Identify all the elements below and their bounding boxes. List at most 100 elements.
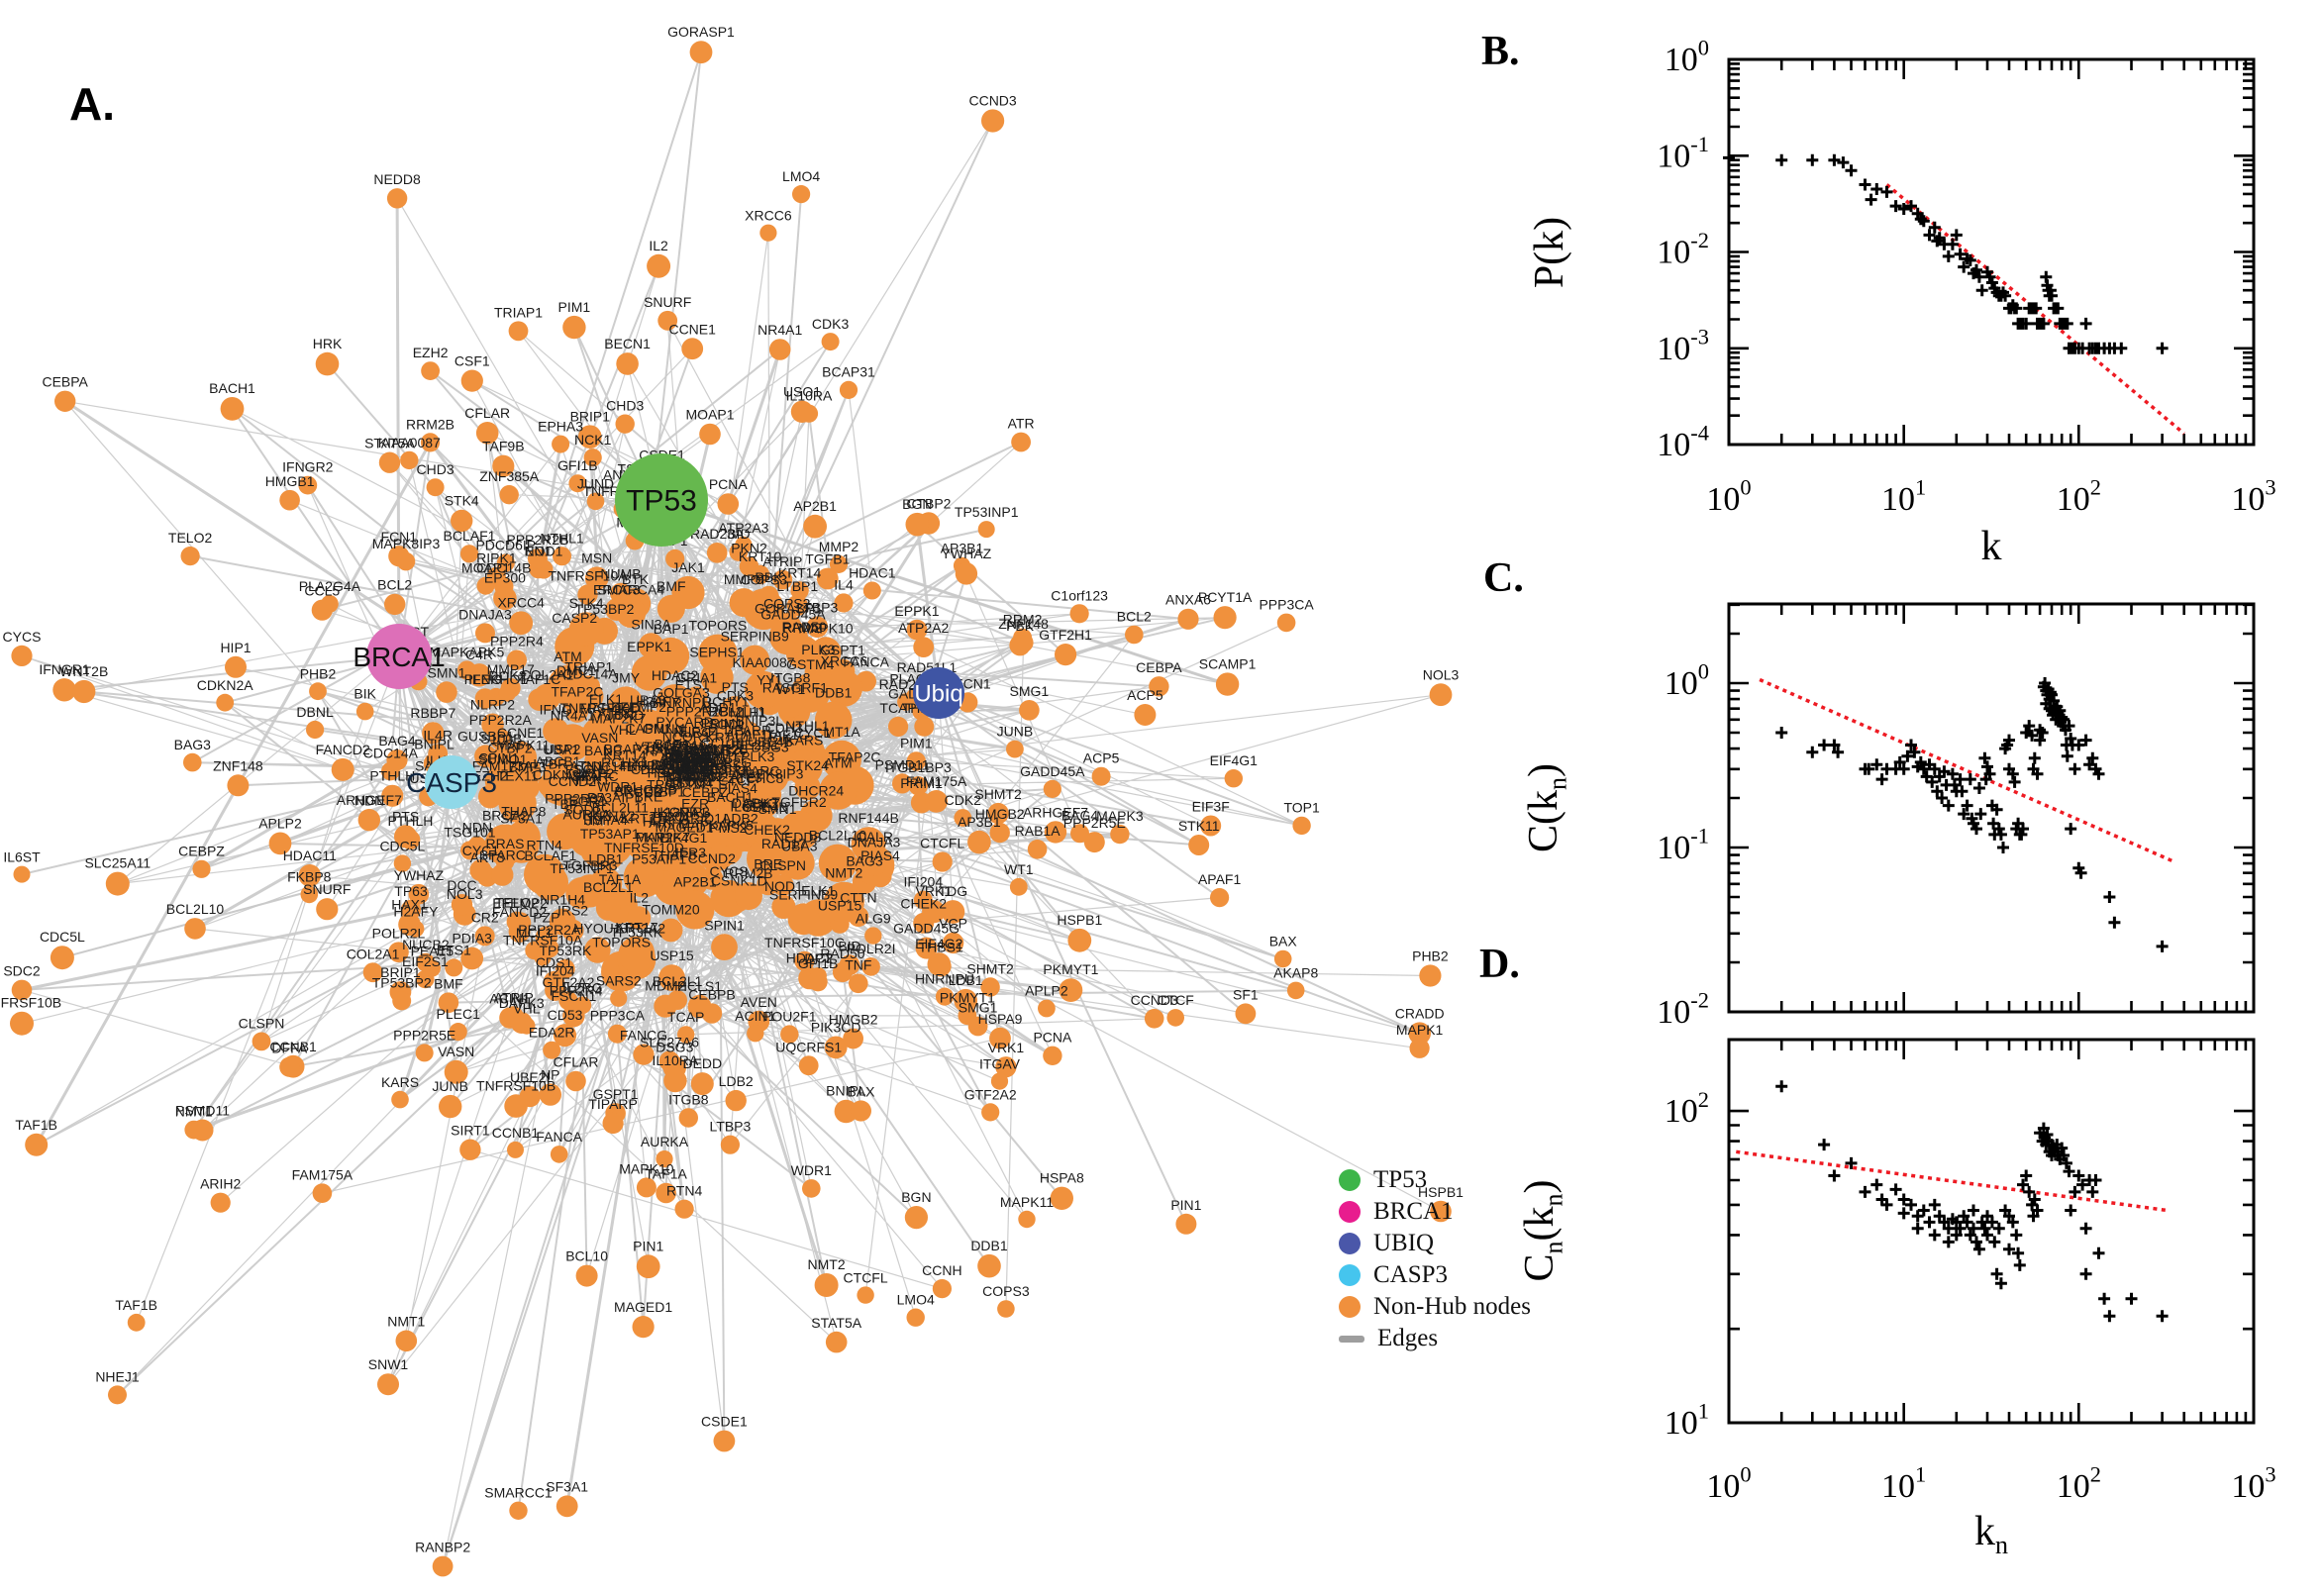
svg-text:CLSPN: CLSPN [239,1016,285,1032]
svg-text:SNURF: SNURF [644,294,691,310]
svg-text:BACH1: BACH1 [209,380,255,396]
svg-text:BCL2L1: BCL2L1 [583,879,634,895]
svg-text:CDC14A: CDC14A [562,666,618,682]
svg-text:BAP1: BAP1 [654,621,689,637]
svg-text:CSF1: CSF1 [454,353,490,369]
svg-text:CDC5L: CDC5L [40,929,85,945]
svg-text:ALG9: ALG9 [856,910,891,926]
svg-text:UBE2I: UBE2I [510,1069,550,1085]
svg-text:NHEJ1: NHEJ1 [95,1368,140,1384]
plot-frame [1727,57,2256,447]
svg-text:BIK: BIK [354,686,376,702]
panel-d-ylabel: Cn(kn) [1517,1179,1567,1281]
svg-text:IFNG: IFNG [540,701,572,717]
svg-text:SOD1: SOD1 [563,801,601,817]
svg-text:POLR2I: POLR2I [694,742,744,757]
svg-text:GSTM4: GSTM4 [786,656,834,672]
svg-text:IL6ST: IL6ST [730,798,767,814]
legend-item-edges: Edges [1339,1325,1531,1351]
svg-text:LTBP3: LTBP3 [710,1119,752,1135]
svg-text:RBBP7: RBBP7 [410,705,455,721]
svg-text:HDAC1: HDAC1 [849,565,896,581]
svg-text:PCYT1A: PCYT1A [1198,589,1253,605]
svg-text:UBE2N: UBE2N [664,748,711,764]
svg-text:HMGB2: HMGB2 [829,1012,878,1028]
svg-text:CDS1: CDS1 [661,738,699,753]
svg-text:RAB1A: RAB1A [669,743,716,758]
svg-text:XRCC6: XRCC6 [745,208,792,224]
svg-text:RANBP2: RANBP2 [645,744,700,759]
svg-text:PTHLH: PTHLH [387,813,433,829]
svg-text:MAPKAPK5: MAPKAPK5 [430,645,505,660]
svg-text:CRADD: CRADD [668,768,718,784]
svg-text:AP3B1: AP3B1 [958,814,1001,830]
svg-text:BCLAF1: BCLAF1 [444,528,496,544]
svg-text:MAPK8IP3: MAPK8IP3 [372,536,441,551]
svg-text:TELO2: TELO2 [168,530,213,546]
svg-text:MT1A: MT1A [823,724,860,740]
svg-text:FANCA: FANCA [843,654,889,670]
svg-text:APLP2: APLP2 [258,816,302,832]
panel-b-plot: 100 10-1 10-2 10-3 10-4 100 101 102 103 P(k) k [1527,36,2276,569]
svg-text:VRK1: VRK1 [916,883,953,899]
svg-text:FKBP8: FKBP8 [287,869,332,885]
svg-text:TAF1B: TAF1B [15,1117,57,1133]
svg-text:GSPT1: GSPT1 [593,1086,639,1102]
svg-text:HSPA4: HSPA4 [583,812,628,828]
svg-text:POU2F1: POU2F1 [762,1008,817,1024]
svg-text:KRT10: KRT10 [705,729,749,745]
panel-b-ylabel: P(k) [1527,217,1572,288]
tick-label-10e-1: 10-1 [1657,132,1709,174]
svg-text:ARHGDIB: ARHGDIB [614,781,677,797]
svg-text:MAGED1: MAGED1 [655,819,713,835]
svg-text:GADD45G: GADD45G [893,921,960,937]
panel-b-label: B. [1481,29,1520,74]
svg-text:DFFA: DFFA [271,1041,307,1056]
svg-text:DCC: DCC [447,877,476,893]
svg-text:RAB1A: RAB1A [1015,823,1061,839]
svg-text:NEDD8: NEDD8 [373,171,421,187]
svg-text:PPP2R2A: PPP2R2A [518,922,581,938]
svg-text:IL13RA1: IL13RA1 [654,804,708,820]
svg-text:CDK3: CDK3 [812,316,850,332]
svg-text:CDC14B: CDC14B [476,560,531,576]
svg-text:COPS2: COPS2 [664,808,712,824]
svg-text:ACIN1: ACIN1 [489,990,530,1006]
svg-text:DSG3: DSG3 [656,1040,693,1055]
svg-text:HNRNPU: HNRNPU [915,971,974,987]
svg-text:TDG: TDG [939,883,968,899]
svg-text:BACH1: BACH1 [707,789,754,805]
legend-label: Non-Hub nodes [1373,1292,1532,1320]
node-color-dot-icon [1339,1168,1361,1191]
svg-text:RAD23A: RAD23A [690,526,745,542]
svg-text:STAT5A: STAT5A [811,1315,861,1331]
svg-text:SDC2: SDC2 [3,963,41,979]
svg-text:TNF: TNF [845,957,871,973]
svg-text:COPS2: COPS2 [763,596,811,612]
plot-tick-labels: 100 10-1 10-2 [1657,659,1709,1031]
svg-text:CEBPA: CEBPA [1136,659,1182,675]
svg-text:JUND: JUND [607,707,644,723]
svg-text:BCL2L1: BCL2L1 [653,973,703,989]
svg-text:MAPK10: MAPK10 [619,1160,673,1176]
svg-text:SERPINB9: SERPINB9 [769,886,838,902]
svg-text:PKN2: PKN2 [731,540,767,555]
svg-text:PLK1: PLK1 [576,771,610,787]
svg-text:EGR1: EGR1 [568,793,606,809]
svg-text:IL10RA: IL10RA [653,1052,699,1068]
svg-text:TNFRSF10A: TNFRSF10A [503,932,583,948]
svg-text:PPP3CA: PPP3CA [1259,597,1314,613]
svg-text:EPPK1: EPPK1 [627,639,671,654]
svg-text:SERPINB9: SERPINB9 [721,629,789,645]
svg-text:ERCC3: ERCC3 [593,581,641,597]
svg-text:KCNIP3: KCNIP3 [659,804,710,820]
svg-text:WNT2B: WNT2B [59,663,108,679]
svg-text:VHL: VHL [609,722,636,738]
svg-text:NMT2: NMT2 [825,865,862,881]
svg-text:POLR2I: POLR2I [847,941,896,956]
svg-text:ZNF148: ZNF148 [213,757,263,773]
svg-text:CCNH: CCNH [922,1262,961,1278]
svg-text:SMN1: SMN1 [758,801,797,817]
svg-text:ACP5: ACP5 [1127,687,1163,703]
